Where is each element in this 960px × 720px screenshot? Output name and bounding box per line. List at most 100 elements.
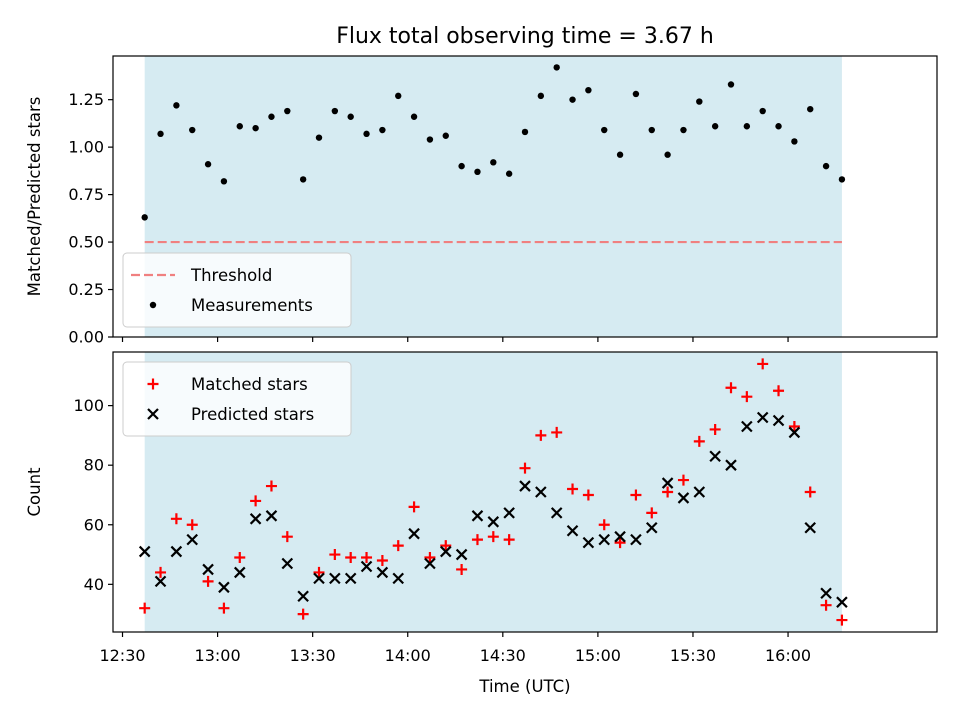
predicted-stars-point: [376, 566, 389, 579]
matched-stars-point: [551, 426, 563, 438]
predicted-stars-point: [313, 572, 325, 585]
y-tick-label: 100: [73, 396, 104, 415]
measurement-point: [299, 176, 307, 183]
predicted-stars-point: [550, 507, 563, 519]
predicted-stars-point: [709, 450, 721, 463]
measurement-point: [632, 90, 640, 98]
legend-measurement-swatch: [149, 301, 157, 309]
matched-stars-point: [725, 382, 737, 394]
predicted-stars-point: [487, 516, 500, 528]
matched-stars-point: [456, 563, 468, 575]
x-tick-label: 15:00: [575, 646, 621, 665]
predicted-stars-point: [598, 533, 611, 546]
plot-frame: [112, 55, 938, 338]
predicted-stars-point: [836, 596, 848, 608]
y-tick-label: 0.25: [68, 280, 104, 299]
y-tick-label: 1.25: [68, 90, 104, 109]
x-tick-label: 14:00: [385, 646, 431, 665]
matched-stars-point: [297, 608, 309, 620]
x-tick-label: 13:00: [195, 646, 241, 665]
measurement-point: [490, 159, 497, 166]
matched-stars-point: [630, 489, 642, 501]
matched-stars-point: [155, 566, 167, 578]
measurement-point: [284, 107, 291, 115]
legend-predicted-swatch: [147, 408, 159, 420]
predicted-stars-point: [138, 545, 151, 558]
matched-stars-point: [345, 552, 357, 564]
measurement-point: [410, 113, 418, 120]
y-tick-label: 1.00: [68, 138, 104, 157]
measurement-point: [252, 124, 259, 132]
predicted-stars-point: [265, 510, 278, 522]
matched-stars-point: [788, 420, 800, 432]
x-tick-label: 13:30: [290, 646, 336, 665]
predicted-stars-point: [503, 507, 515, 519]
measurement-point: [759, 107, 766, 115]
predicted-stars-point: [535, 486, 547, 498]
measurement-point: [616, 151, 624, 158]
predicted-stars-point: [772, 414, 785, 427]
measurement-point: [458, 162, 465, 170]
matched-stars-point: [250, 495, 262, 507]
matched-stars-point: [836, 614, 848, 626]
predicted-stars-point: [645, 521, 658, 534]
measurement-point: [141, 214, 148, 221]
matched-stars-point: [329, 549, 341, 561]
predicted-stars-point: [582, 536, 595, 549]
chart-title: Flux total observing time = 3.67 h: [336, 24, 714, 49]
predicted-stars-point: [756, 411, 769, 424]
predicted-stars-point: [519, 480, 531, 492]
measurement-point: [426, 136, 434, 143]
measurement-point: [537, 92, 545, 100]
matched-stars-point: [392, 540, 404, 552]
y-tick-label: 80: [84, 456, 104, 475]
measurement-point: [664, 151, 671, 158]
measurement-point: [775, 123, 782, 130]
legend-label: Measurements: [191, 296, 313, 315]
predicted-stars-point: [297, 590, 309, 603]
matched-stars-point: [741, 391, 753, 403]
predicted-stars-point: [344, 572, 357, 585]
matched-stars-point: [677, 474, 689, 486]
predicted-stars-point: [154, 575, 167, 588]
matched-stars-point: [757, 358, 769, 370]
matched-stars-point: [313, 566, 325, 578]
matched-stars-point: [376, 555, 388, 567]
matched-stars-point: [487, 531, 499, 543]
predicted-stars-point: [788, 426, 801, 439]
predicted-stars-point: [170, 545, 183, 558]
predicted-stars-point: [218, 581, 230, 594]
predicted-stars-point: [186, 533, 199, 546]
x-axis-label: Time (UTC): [478, 677, 570, 696]
measurement-point: [838, 176, 846, 183]
predicted-stars-point: [566, 524, 579, 537]
measurement-point: [173, 102, 180, 109]
measurement-point: [553, 64, 560, 71]
legend: Matched stars Predicted stars: [122, 361, 352, 437]
predicted-stars-point: [281, 557, 294, 570]
predicted-stars-point: [741, 420, 753, 433]
predicted-stars-point: [725, 459, 737, 471]
predicted-stars-point: [455, 548, 468, 561]
matched-stars-point: [820, 599, 832, 611]
matched-stars-point: [265, 480, 277, 492]
measurement-point: [395, 92, 402, 100]
predicted-stars-point: [249, 513, 262, 525]
measurement-point: [236, 123, 243, 130]
predicted-stars-point: [392, 572, 405, 585]
matched-stars-point: [408, 501, 420, 513]
measurement-point: [696, 98, 703, 105]
plot-frame: [112, 351, 938, 633]
matched-stars-point: [662, 486, 674, 498]
predicted-stars-point: [820, 587, 832, 600]
matched-stars-point: [361, 552, 373, 564]
predicted-stars-point: [233, 566, 246, 579]
matched-stars-point: [234, 552, 246, 564]
legend-label: Matched stars: [191, 375, 308, 394]
measurement-point: [220, 178, 228, 185]
matched-stars-point: [582, 489, 594, 501]
legend-label: Predicted stars: [191, 405, 314, 424]
matched-stars-point: [186, 519, 198, 531]
measurement-point: [601, 126, 608, 134]
measurement-point: [521, 128, 529, 136]
